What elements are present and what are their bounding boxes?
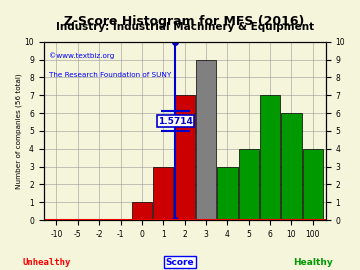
Text: Score: Score (166, 258, 194, 266)
Bar (175, 95, 195, 220)
Bar (281, 113, 302, 220)
Bar (239, 149, 259, 220)
Y-axis label: Number of companies (56 total): Number of companies (56 total) (15, 73, 22, 189)
Title: Z-Score Histogram for MFS (2016): Z-Score Histogram for MFS (2016) (64, 15, 305, 28)
Bar (217, 167, 238, 220)
Text: The Research Foundation of SUNY: The Research Foundation of SUNY (49, 72, 171, 78)
Text: Healthy: Healthy (293, 258, 333, 266)
Bar (260, 95, 280, 220)
Bar (196, 59, 216, 220)
Text: 1.5714: 1.5714 (158, 117, 193, 126)
Bar (303, 149, 323, 220)
Text: ©www.textbiz.org: ©www.textbiz.org (49, 52, 114, 59)
Bar (153, 167, 174, 220)
Bar (132, 202, 152, 220)
Text: Unhealthy: Unhealthy (23, 258, 71, 266)
Text: Industry: Industrial Machinery & Equipment: Industry: Industrial Machinery & Equipme… (55, 22, 314, 32)
